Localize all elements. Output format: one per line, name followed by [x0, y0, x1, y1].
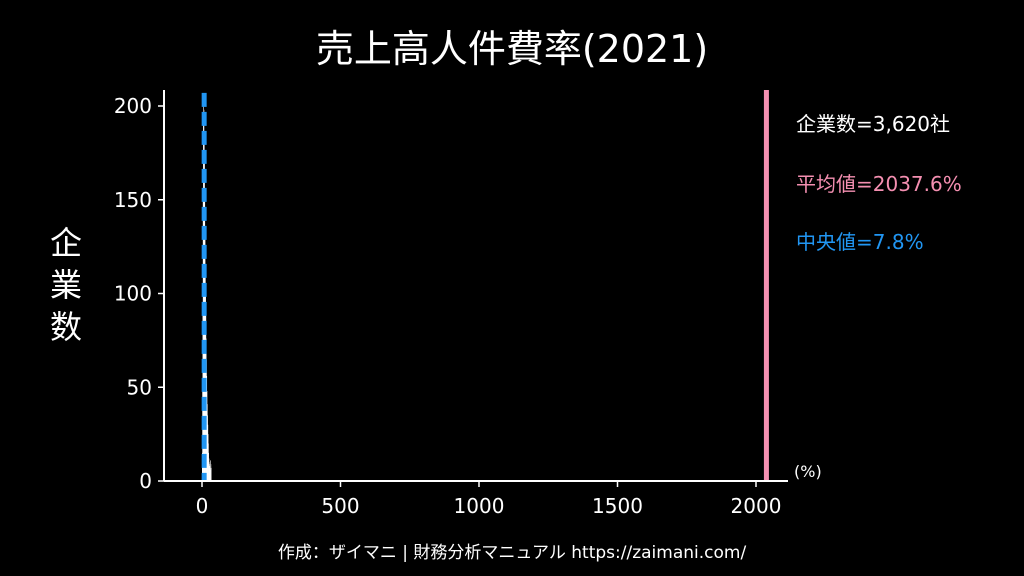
x-tick-label: 500 [321, 494, 359, 518]
x-tick-label: 1500 [592, 494, 643, 518]
y-tick-label: 100 [114, 282, 152, 306]
y-tick-label: 50 [127, 375, 152, 399]
x-tick-label: 0 [196, 494, 209, 518]
x-tick-label: 1000 [454, 494, 505, 518]
chart-title: 売上高人件費率(2021) [315, 27, 709, 71]
x-tick-label: 2000 [731, 494, 782, 518]
mean-value-label: 平均値=2037.6% [796, 172, 962, 196]
unit-label: (%) [794, 462, 822, 481]
y-tick-label: 150 [114, 188, 152, 212]
y-tick-label: 200 [114, 94, 152, 118]
histogram-bar [210, 467, 212, 481]
y-axis-label: 企業数 [49, 224, 82, 346]
companies-count-label: 企業数=3,620社 [796, 112, 951, 136]
y-tick-label: 0 [139, 469, 152, 493]
median-value-label: 中央値=7.8% [796, 230, 924, 254]
credit-text: 作成：ザイマニ | 財務分析マニュアル https://zaimani.com/ [277, 543, 747, 563]
